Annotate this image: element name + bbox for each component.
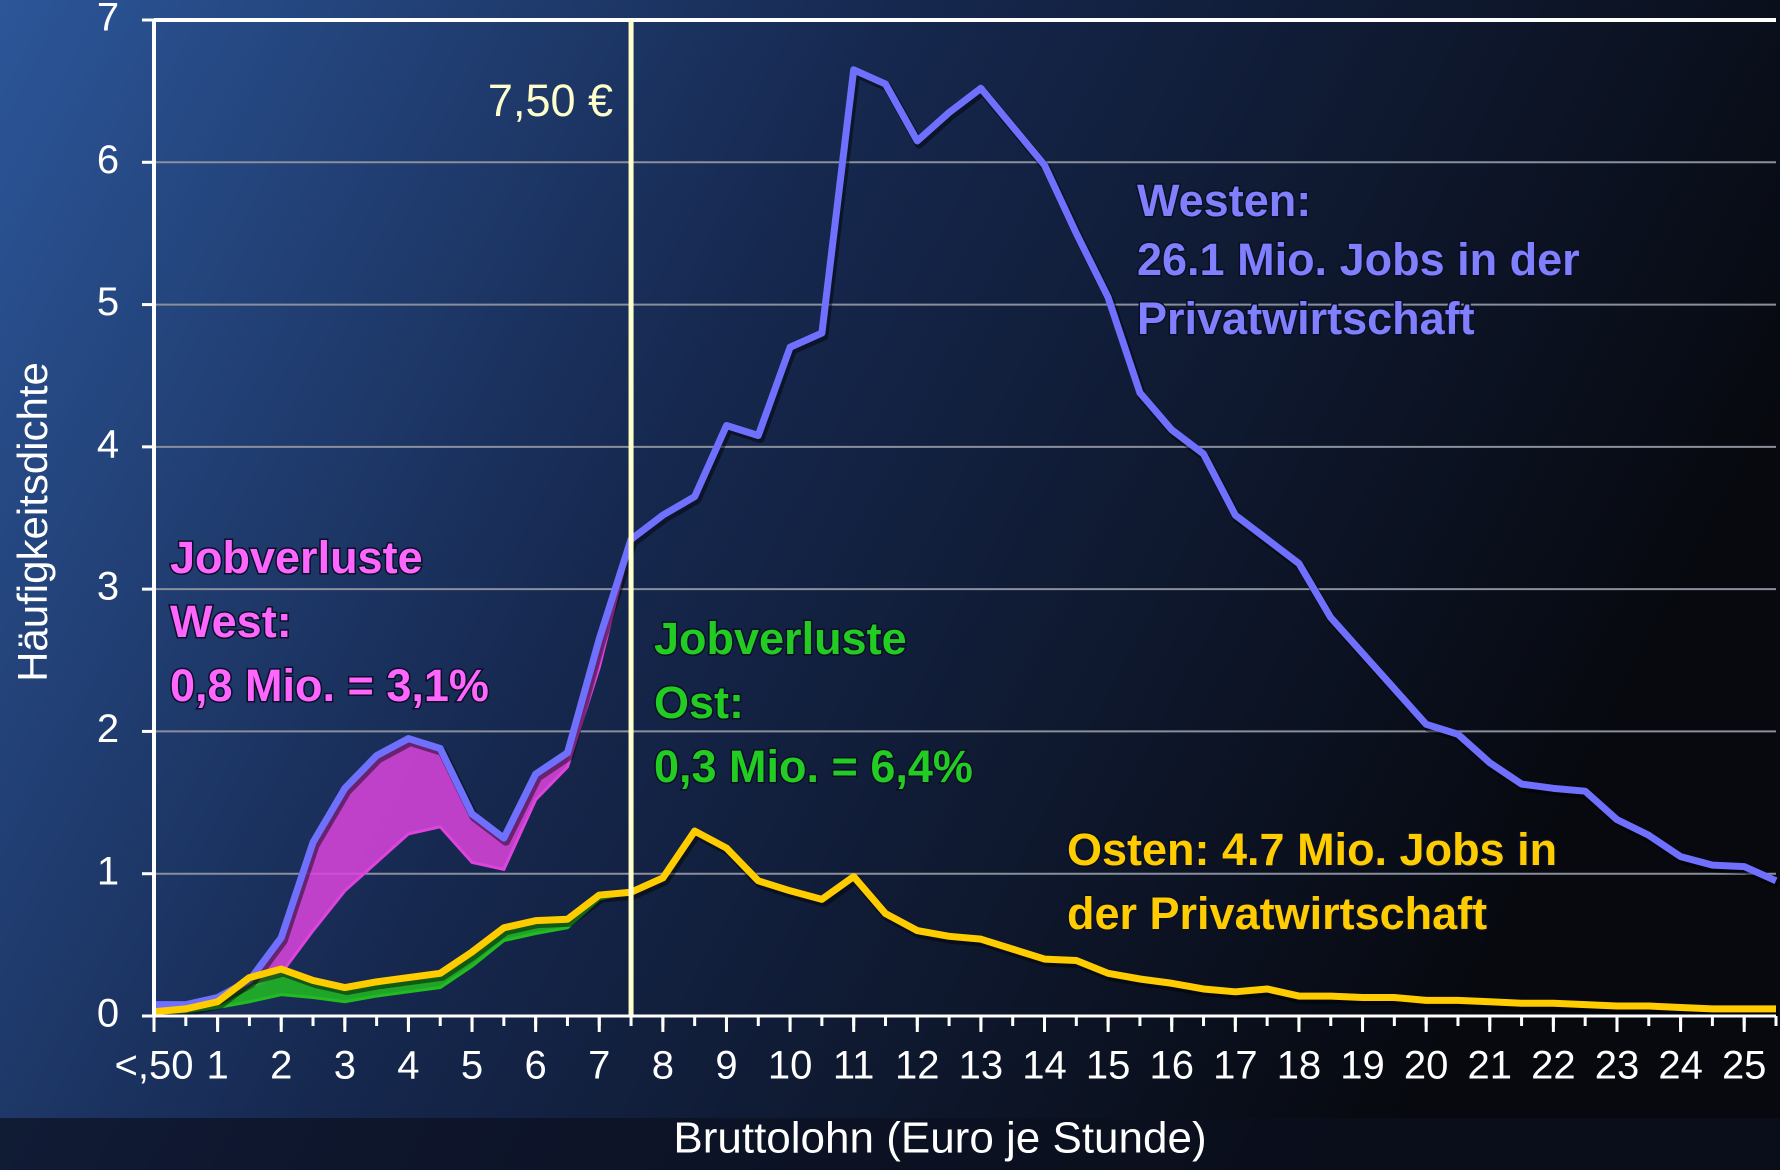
x-tick-label: 11 xyxy=(833,1044,875,1088)
x-tick-label: 5 xyxy=(461,1044,483,1088)
annotation-line: Osten: 4.7 Mio. Jobs in xyxy=(1067,824,1557,875)
lines xyxy=(153,20,1780,1020)
x-tick-label: 12 xyxy=(895,1044,940,1088)
y-tick-label: 3 xyxy=(97,565,119,609)
x-tick-label: 24 xyxy=(1658,1044,1703,1088)
annotation-line: Jobverluste xyxy=(170,532,423,583)
footer-band xyxy=(0,1118,1780,1170)
x-tick-label: 23 xyxy=(1595,1044,1640,1088)
annotation-line: 0,8 Mio. = 3,1% xyxy=(170,660,489,711)
x-tick-label: 15 xyxy=(1086,1044,1131,1088)
annotation-line: 26.1 Mio. Jobs in der xyxy=(1137,234,1580,285)
annotation-line: Westen: xyxy=(1137,175,1311,226)
x-tick-label: 1 xyxy=(206,1044,228,1088)
x-tick-label: 3 xyxy=(334,1044,356,1088)
y-tick-label: 2 xyxy=(97,707,119,751)
x-tick-label: 25 xyxy=(1722,1044,1767,1088)
x-tick-label: 9 xyxy=(715,1044,737,1088)
x-tick-label: 4 xyxy=(397,1044,419,1088)
x-tick-label: <,50 xyxy=(115,1044,194,1088)
series-line xyxy=(153,827,1776,1016)
grid xyxy=(154,18,1776,1017)
x-axis-label: Bruttolohn (Euro je Stunde) xyxy=(673,1114,1206,1163)
x-tick-label: 22 xyxy=(1531,1044,1576,1088)
x-tick-label: 10 xyxy=(768,1044,813,1088)
annotation-line: West: xyxy=(170,596,292,647)
series-line xyxy=(154,66,1778,1009)
x-tick-label: 7 xyxy=(588,1044,610,1088)
annotations: 7,50 € Westen: 26.1 Mio. Jobs in der Privat… xyxy=(169,75,1582,941)
x-tick-label: 2 xyxy=(270,1044,292,1088)
x-tick-label: 13 xyxy=(959,1044,1004,1088)
y-tick-label: 7 xyxy=(97,0,119,40)
loss-area xyxy=(154,539,632,1005)
x-tick-label: 14 xyxy=(1022,1044,1067,1088)
after-loss-line xyxy=(153,890,632,1015)
annotation-line: Ost: xyxy=(654,677,744,728)
loss-area xyxy=(154,892,632,1014)
x-tick-label: 19 xyxy=(1340,1044,1385,1088)
x-tick-label: 8 xyxy=(652,1044,674,1088)
x-tick-label: 21 xyxy=(1468,1044,1513,1088)
annotation-line: der Privatwirtschaft xyxy=(1067,888,1487,939)
x-tick-label: 20 xyxy=(1404,1044,1449,1088)
x-tick-label: 18 xyxy=(1277,1044,1322,1088)
y-tick-label: 0 xyxy=(97,992,119,1036)
x-tick-label: 16 xyxy=(1149,1044,1194,1088)
x-tick-label: 17 xyxy=(1213,1044,1258,1088)
y-axis-label: Häufigkeitsdichte xyxy=(9,362,56,682)
threshold-label: 7,50 € xyxy=(488,75,613,126)
x-tick-label: 6 xyxy=(525,1044,547,1088)
y-tick-label: 1 xyxy=(97,849,119,893)
annotation-line: 0,3 Mio. = 6,4% xyxy=(654,741,973,792)
y-tick-label: 6 xyxy=(97,138,119,182)
y-tick-label: 4 xyxy=(97,422,119,466)
annotation-line: Jobverluste xyxy=(654,613,907,664)
annotation-line: Privatwirtschaft xyxy=(1137,293,1475,344)
y-tick-label: 5 xyxy=(97,280,119,324)
